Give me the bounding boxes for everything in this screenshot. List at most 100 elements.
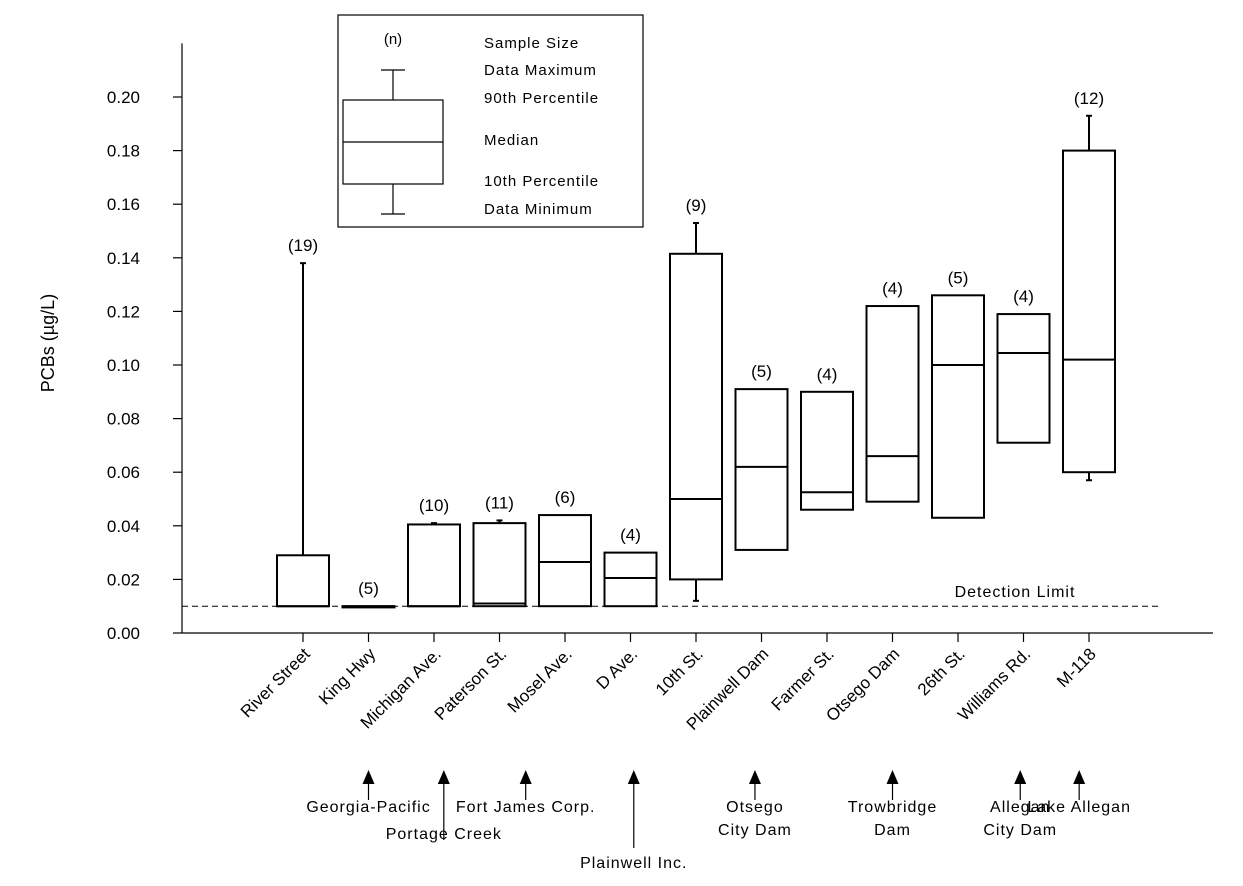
sample-size-label: (5) — [751, 362, 772, 381]
legend-n-symbol: (n) — [384, 31, 402, 48]
box-rect — [734, 388, 789, 551]
y-tick-label: 0.10 — [107, 356, 140, 375]
y-tick-label: 0.12 — [107, 302, 140, 321]
category-label: M-118 — [1053, 644, 1100, 691]
annotation-label: Allegan — [990, 799, 1050, 816]
annotation-3: Fort James Corp. — [456, 770, 596, 816]
category-label: Farmer St. — [768, 644, 838, 714]
box-rect — [276, 554, 330, 608]
annotation-1: Georgia-Pacific — [306, 770, 430, 816]
box-rect — [603, 551, 658, 608]
sample-size-label: (19) — [288, 236, 318, 255]
annotation-label: Fort James Corp. — [456, 799, 596, 816]
box-5: (6) — [538, 488, 592, 608]
y-tick-label: 0.16 — [107, 195, 140, 214]
sample-size-label: (5) — [948, 268, 969, 287]
detection-limit-label: Detection Limit — [955, 584, 1076, 601]
category-label: 10th St. — [652, 644, 707, 699]
annotation-label: Lake Allegan — [1027, 799, 1131, 816]
annotation-8: Lake Allegan — [1027, 770, 1131, 816]
annotation-label: City Dam — [983, 822, 1057, 839]
annotation-4: Plainwell Inc. — [580, 770, 687, 872]
annotation-label: Dam — [874, 822, 911, 839]
y-tick-label: 0.06 — [107, 463, 140, 482]
box-rect — [931, 294, 985, 519]
box-3: (10) — [407, 496, 461, 608]
sample-size-label: (11) — [485, 493, 514, 512]
axes: 0.00 0.02 0.04 0.06 0.08 0.10 0.12 0.14 0.16 0.18… — [107, 43, 1213, 643]
y-tick-label: 0.08 — [107, 410, 140, 429]
box-9: (4) — [800, 365, 854, 511]
sample-size-label: (4) — [882, 279, 903, 298]
category-label: D Ave. — [593, 644, 642, 693]
box-10: (4) — [865, 279, 920, 503]
box-4: (11) — [472, 493, 527, 608]
box-2: (5) — [341, 579, 396, 609]
annotation-label: Plainwell Inc. — [580, 855, 687, 872]
box-rect — [538, 514, 592, 608]
legend-entry: Median — [484, 132, 539, 149]
category-label: King Hwy — [315, 644, 380, 709]
sample-size-label: (9) — [686, 196, 707, 215]
sample-size-label: (4) — [817, 365, 838, 384]
box-1: (19) — [276, 236, 330, 608]
y-tick-label: 0.04 — [107, 517, 140, 536]
box-11: (5) — [931, 268, 985, 519]
annotation-arrowhead — [748, 770, 761, 784]
box-rect — [1062, 149, 1116, 474]
source-annotations: Georgia-Pacific Portage Creek Fort James C… — [306, 770, 1131, 872]
box-6: (4) — [603, 526, 658, 608]
y-tick-label: 0.02 — [107, 570, 140, 589]
annotation-arrowhead — [437, 770, 450, 784]
box-rect — [996, 313, 1051, 444]
annotation-7: Allegan City Dam — [983, 770, 1057, 839]
box-7: (9) — [669, 196, 723, 602]
sample-size-label: (4) — [1013, 287, 1034, 306]
sample-size-label: (5) — [358, 579, 379, 598]
category-label: 26th St. — [914, 644, 969, 699]
legend-entry: Data Maximum — [484, 62, 597, 79]
legend-entry: Sample Size — [484, 35, 579, 52]
legend-frame — [337, 14, 644, 228]
sample-size-label: (10) — [419, 496, 449, 515]
legend-entry: 10th Percentile — [484, 173, 599, 190]
box-rect — [800, 390, 854, 511]
annotation-arrowhead — [519, 770, 532, 784]
box-rect — [472, 522, 527, 608]
annotation-label: Otsego — [726, 799, 784, 816]
legend-entry: Data Minimum — [484, 201, 593, 218]
box-12: (4) — [996, 287, 1051, 444]
category-label: Mosel Ave. — [504, 644, 576, 716]
annotation-arrowhead — [886, 770, 899, 784]
box-13: (12) — [1062, 89, 1116, 482]
annotation-label: City Dam — [718, 822, 792, 839]
category-label: River Street — [237, 644, 314, 721]
y-tick-label: 0.20 — [107, 88, 140, 107]
sample-size-label: (12) — [1074, 89, 1104, 108]
y-tick-label: 0.00 — [107, 624, 140, 643]
annotation-label: Trowbridge — [848, 799, 937, 816]
box-8: (5) — [734, 362, 789, 551]
legend-entry: 90th Percentile — [484, 90, 599, 107]
box-rect — [407, 523, 461, 608]
boxes-group: (19) (5) (10) (11) (6) (4) (9) (5) (4) (4) (5) (4) (… — [276, 89, 1116, 609]
y-tick-label: 0.18 — [107, 142, 140, 161]
annotation-arrowhead — [362, 770, 375, 784]
box-rect — [669, 252, 723, 581]
annotation-5: Otsego City Dam — [718, 770, 792, 839]
annotation-label: Georgia-Pacific — [306, 799, 430, 816]
annotation-arrowhead — [1073, 770, 1086, 784]
y-axis-title: PCBs (µg/L) — [38, 294, 58, 392]
annotation-6: Trowbridge Dam — [848, 770, 937, 839]
sample-size-label: (6) — [555, 488, 576, 507]
annotation-label: Portage Creek — [386, 826, 502, 843]
annotation-arrowhead — [627, 770, 640, 784]
legend: (n) Sample Size Data Maximum 90th Percentil… — [337, 14, 644, 228]
y-tick-label: 0.14 — [107, 249, 140, 268]
box-rect — [865, 305, 920, 503]
annotation-2: Portage Creek — [386, 770, 502, 843]
annotation-arrowhead — [1014, 770, 1027, 784]
